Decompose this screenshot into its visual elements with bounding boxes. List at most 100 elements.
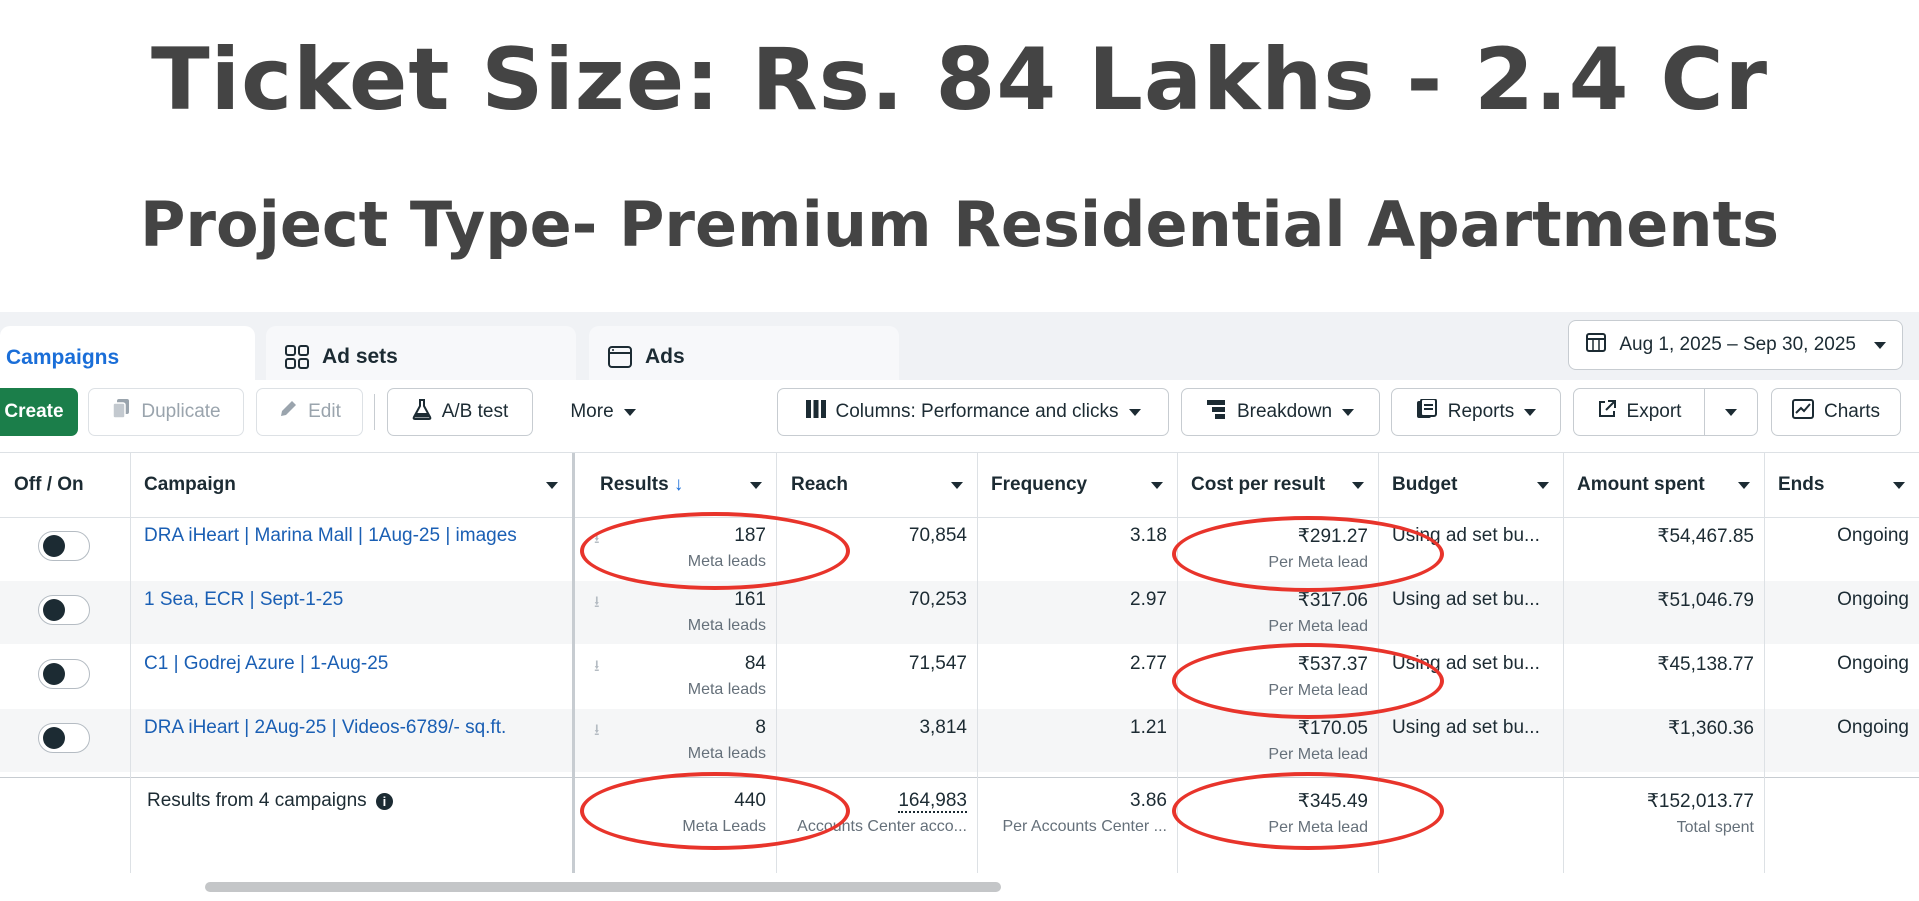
tab-ad-sets[interactable]: Ad sets: [266, 326, 576, 388]
col-header-toggle[interactable]: Off / On: [0, 453, 130, 517]
cpr-value: ₹291.27: [1297, 526, 1368, 547]
total-spent-unit: Total spent: [1676, 819, 1754, 836]
campaign-toggle[interactable]: [38, 659, 90, 689]
frequency-cell: 2.97: [1130, 589, 1167, 610]
cpr-cell: ₹291.27 Per Meta lead: [1177, 517, 1378, 580]
campaign-toggle[interactable]: [38, 531, 90, 561]
campaigns-panel: Create Duplicate Edit A/B test More Co: [0, 380, 1919, 901]
spent-cell: ₹1,360.36: [1667, 718, 1754, 739]
totals-label: Results from 4 campaigns i: [130, 778, 570, 874]
create-button[interactable]: Create: [0, 388, 78, 436]
budget-cell: Using ad set bu...: [1392, 653, 1540, 674]
charts-label: Charts: [1824, 401, 1880, 422]
table-row[interactable]: DRA iHeart | Marina Mall | 1Aug-25 | ima…: [0, 517, 1919, 580]
col-header-reach[interactable]: Reach: [777, 453, 977, 517]
export-button[interactable]: Export: [1573, 388, 1705, 436]
results-value: 84: [744, 653, 766, 674]
duplicate-label: Duplicate: [141, 401, 221, 422]
campaign-toggle[interactable]: [38, 723, 90, 753]
ends-cell: Ongoing: [1837, 525, 1909, 546]
cpr-unit: Per Meta lead: [1268, 746, 1368, 763]
charts-button[interactable]: Charts: [1771, 388, 1901, 436]
ends-cell: Ongoing: [1837, 653, 1909, 674]
chevron-down-icon: [1352, 481, 1364, 489]
table-row[interactable]: C1 | Godrej Azure | 1-Aug-25 ⭳ 84 Meta le…: [0, 645, 1919, 708]
edit-button[interactable]: Edit: [256, 388, 363, 436]
column-divider: [1563, 453, 1564, 873]
export-label: Export: [1626, 401, 1682, 422]
chevron-down-icon: [1874, 341, 1886, 349]
col-header-cost-per-result[interactable]: Cost per result: [1177, 453, 1378, 517]
chevron-down-icon: [1128, 408, 1141, 416]
results-unit: Meta leads: [687, 681, 766, 698]
spent-cell: ₹51,046.79: [1657, 590, 1754, 611]
cpr-cell: ₹170.05 Per Meta lead: [1177, 709, 1378, 772]
columns-button[interactable]: Columns: Performance and clicks: [777, 388, 1169, 436]
total-results-unit: Meta Leads: [682, 818, 766, 835]
total-reach-unit: Accounts Center acco...: [797, 818, 967, 835]
col-header-label: Frequency: [991, 474, 1088, 495]
results-value: 8: [755, 717, 766, 738]
total-cpr-value: ₹345.49: [1297, 791, 1368, 812]
col-header-label: Ends: [1778, 474, 1825, 495]
col-header-budget[interactable]: Budget: [1378, 453, 1563, 517]
ab-test-button[interactable]: A/B test: [387, 388, 533, 436]
tab-ad-sets-label: Ad sets: [322, 345, 398, 368]
frequency-cell: 2.77: [1130, 653, 1167, 674]
toggle-knob: [43, 727, 65, 749]
col-header-campaign[interactable]: Campaign: [130, 453, 572, 517]
tab-ads[interactable]: Ads: [589, 326, 899, 388]
breakdown-button[interactable]: Breakdown: [1181, 388, 1380, 436]
col-header-amount-spent[interactable]: Amount spent: [1563, 453, 1764, 517]
col-header-ends[interactable]: Ends: [1764, 453, 1919, 517]
campaign-name-link[interactable]: DRA iHeart | Marina Mall | 1Aug-25 | ima…: [144, 525, 517, 546]
flask-icon: [412, 398, 432, 426]
toggle-knob: [43, 535, 65, 557]
date-range-picker[interactable]: Aug 1, 2025 – Sep 30, 2025: [1568, 320, 1903, 370]
column-divider: [1764, 453, 1765, 873]
chart-icon: [1792, 399, 1815, 425]
toggle-knob: [43, 599, 65, 621]
ends-cell: Ongoing: [1837, 589, 1909, 610]
reports-button[interactable]: Reports: [1391, 388, 1561, 436]
export-options-button[interactable]: [1704, 388, 1758, 436]
results-cell: 161 Meta leads: [588, 581, 776, 644]
chevron-down-icon: [546, 481, 558, 489]
col-header-label: Amount spent: [1577, 474, 1705, 495]
date-range-label: Aug 1, 2025 – Sep 30, 2025: [1619, 334, 1856, 355]
col-header-frequency[interactable]: Frequency: [977, 453, 1177, 517]
col-header-results[interactable]: Results ↓: [588, 453, 776, 517]
duplicate-button[interactable]: Duplicate: [88, 388, 244, 436]
total-spent-value: ₹152,013.77: [1646, 791, 1754, 812]
cpr-value: ₹537.37: [1297, 654, 1368, 675]
table-row[interactable]: DRA iHeart | 2Aug-25 | Videos-6789/- sq.…: [0, 709, 1919, 772]
total-results-value: 440: [734, 790, 766, 811]
col-header-label: Reach: [791, 474, 849, 495]
campaign-name-link[interactable]: DRA iHeart | 2Aug-25 | Videos-6789/- sq.…: [144, 717, 507, 738]
spent-cell: ₹54,467.85: [1657, 526, 1754, 547]
info-icon[interactable]: i: [375, 793, 393, 810]
cpr-unit: Per Meta lead: [1268, 618, 1368, 635]
total-frequency-unit: Per Accounts Center ...: [1002, 818, 1167, 835]
cpr-cell: ₹317.06 Per Meta lead: [1177, 581, 1378, 644]
ends-cell: Ongoing: [1837, 717, 1909, 738]
total-frequency-cell: 3.86 Per Accounts Center ...: [977, 778, 1177, 874]
more-button[interactable]: More: [548, 388, 658, 436]
table-row[interactable]: 1 Sea, ECR | Sept-1-25 ⭳ 161 Meta leads 7…: [0, 581, 1919, 644]
horizontal-scrollbar[interactable]: [205, 882, 1001, 892]
campaign-name-link[interactable]: 1 Sea, ECR | Sept-1-25: [144, 589, 344, 610]
campaign-toggle[interactable]: [38, 595, 90, 625]
tab-campaigns[interactable]: Campaigns: [0, 326, 255, 390]
reports-label: Reports: [1447, 401, 1515, 422]
total-reach-value[interactable]: 164,983: [898, 790, 967, 813]
download-icon: ⭳: [594, 722, 600, 739]
cpr-unit: Per Meta lead: [1268, 554, 1368, 571]
breakdown-icon: [1206, 399, 1227, 425]
grid-icon: [284, 344, 310, 370]
budget-cell: Using ad set bu...: [1392, 589, 1540, 610]
chevron-down-icon: [951, 481, 963, 489]
ad-window-icon: [607, 344, 633, 370]
tab-ads-label: Ads: [645, 345, 685, 368]
chevron-down-icon: [623, 408, 636, 416]
campaign-name-link[interactable]: C1 | Godrej Azure | 1-Aug-25: [144, 653, 389, 674]
